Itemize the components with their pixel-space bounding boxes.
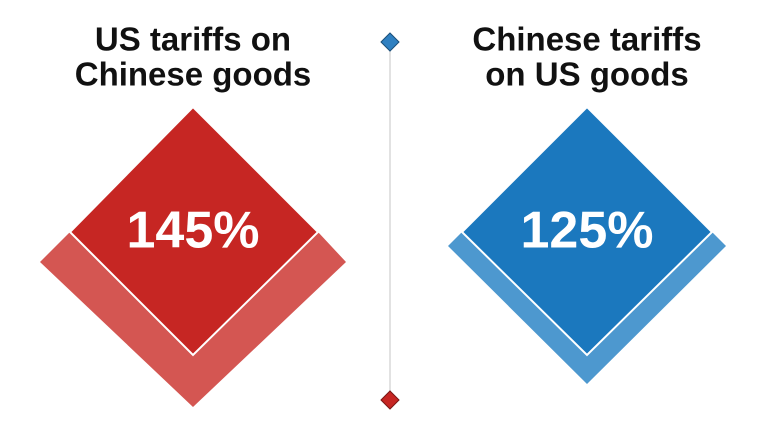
tariff-value: 145% <box>127 202 260 260</box>
panel-title: Chinese tariffs <box>472 21 701 58</box>
diamond <box>68 105 320 357</box>
diamond <box>460 105 714 357</box>
divider-bottom-marker <box>380 390 400 410</box>
divider-top-marker <box>380 32 400 52</box>
panel-title: Chinese goods <box>75 56 312 93</box>
panel-title: US tariffs on <box>95 21 291 58</box>
diamond-shadow <box>448 232 726 384</box>
diamond-shadow <box>40 232 346 407</box>
tariff-value: 125% <box>521 202 654 260</box>
panel-title: on US goods <box>485 56 688 93</box>
